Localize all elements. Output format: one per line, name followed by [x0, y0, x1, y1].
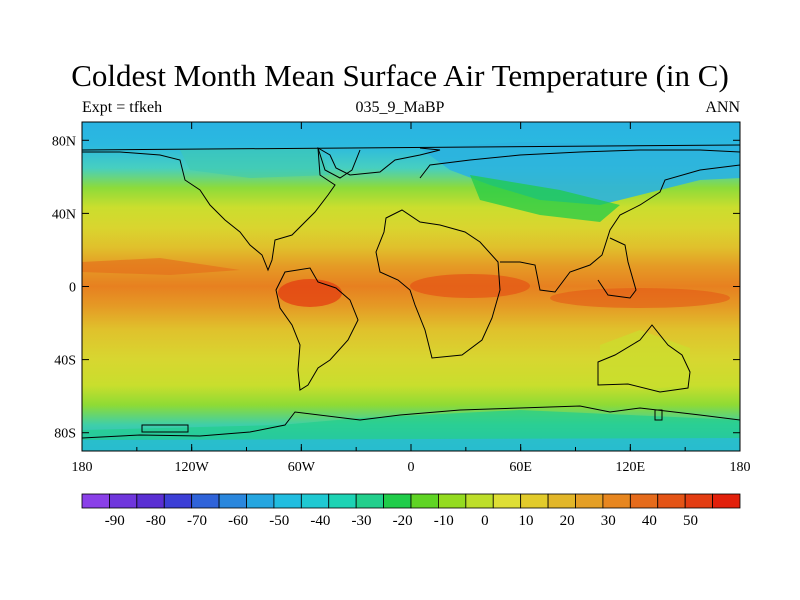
colorbar-label: 20 — [560, 513, 575, 529]
lat-tick-label: 40N — [52, 207, 76, 222]
lon-tick-label: 60E — [509, 460, 532, 475]
colorbar: -90 -80 -70 -60 -50 -40 -30 -20 -10 0 10 20 30 40 50 — [81, 493, 741, 529]
chart-title: Coldest Month Mean Surface Air Temperatu… — [71, 58, 729, 93]
colorbar-label: 30 — [601, 513, 616, 529]
colorbar-box — [547, 493, 576, 509]
season-label: ANN — [705, 99, 740, 116]
lat-tick-label: 40S — [54, 354, 76, 369]
temperature-field — [82, 122, 740, 451]
colorbar-box — [492, 493, 522, 509]
lat-tick-label: 0 — [69, 281, 76, 296]
colorbar-label: -50 — [269, 513, 289, 529]
colorbar-box — [273, 493, 302, 509]
colorbar-box — [355, 493, 384, 509]
colorbar-box — [520, 493, 549, 509]
colorbar-box — [191, 493, 220, 509]
colorbar-label: 0 — [481, 513, 489, 529]
colorbar-box — [328, 493, 357, 509]
colorbar-label: -10 — [434, 513, 454, 529]
colorbar-label: -80 — [146, 513, 166, 529]
coastline-south-america — [275, 267, 359, 391]
colorbar-box — [410, 493, 439, 509]
colorbar-label: -40 — [310, 513, 330, 529]
colorbar-label: 50 — [683, 513, 698, 529]
lon-tick-label: 0 — [408, 460, 415, 475]
coastline-antarctica — [82, 405, 740, 439]
colorbar-label: -90 — [105, 513, 125, 529]
coastline-north-america — [82, 147, 441, 272]
map-axes: 180 120W 60W 0 60E 120E 180 80N 40N 0 40S 80S — [52, 122, 751, 475]
lat-tick-label: 80S — [54, 427, 76, 442]
colorbar-box — [218, 493, 247, 509]
colorbar-label: -70 — [187, 513, 207, 529]
colorbar-label: -30 — [352, 513, 372, 529]
experiment-label: Expt = tfkeh — [82, 99, 163, 116]
lon-tick-label: 120W — [175, 460, 210, 475]
colorbar-box — [575, 493, 604, 509]
colorbar-label: 40 — [642, 513, 657, 529]
colorbar-box — [712, 493, 741, 509]
coastline-greenland — [317, 147, 361, 179]
colorbar-box — [684, 493, 713, 509]
coastline-eurasia — [419, 149, 740, 299]
colorbar-box — [629, 493, 659, 509]
coastline-arctic — [82, 144, 740, 151]
colorbar-box — [657, 493, 686, 509]
colorbar-box — [465, 493, 494, 509]
lon-tick-label: 120E — [616, 460, 646, 475]
colorbar-box — [136, 493, 165, 509]
colorbar-box — [438, 493, 467, 509]
colorbar-label: 10 — [519, 513, 534, 529]
colorbar-box — [109, 493, 138, 509]
colorbar-box — [246, 493, 275, 509]
colorbar-box — [163, 493, 193, 509]
colorbar-box — [300, 493, 330, 509]
colorbar-label: -20 — [393, 513, 413, 529]
lon-tick-label: 60W — [288, 460, 316, 475]
coastline-australia — [597, 324, 691, 393]
colorbar-box — [383, 493, 412, 509]
coastlines — [82, 144, 740, 439]
colorbar-label: -60 — [228, 513, 248, 529]
colorbar-box — [602, 493, 631, 509]
time-label: 035_9_MaBP — [355, 99, 445, 116]
lat-tick-label: 80N — [52, 134, 76, 149]
lon-tick-label: 180 — [72, 460, 93, 475]
colorbar-box — [81, 493, 110, 509]
lon-tick-label: 180 — [730, 460, 751, 475]
coastline-africa — [375, 209, 501, 359]
